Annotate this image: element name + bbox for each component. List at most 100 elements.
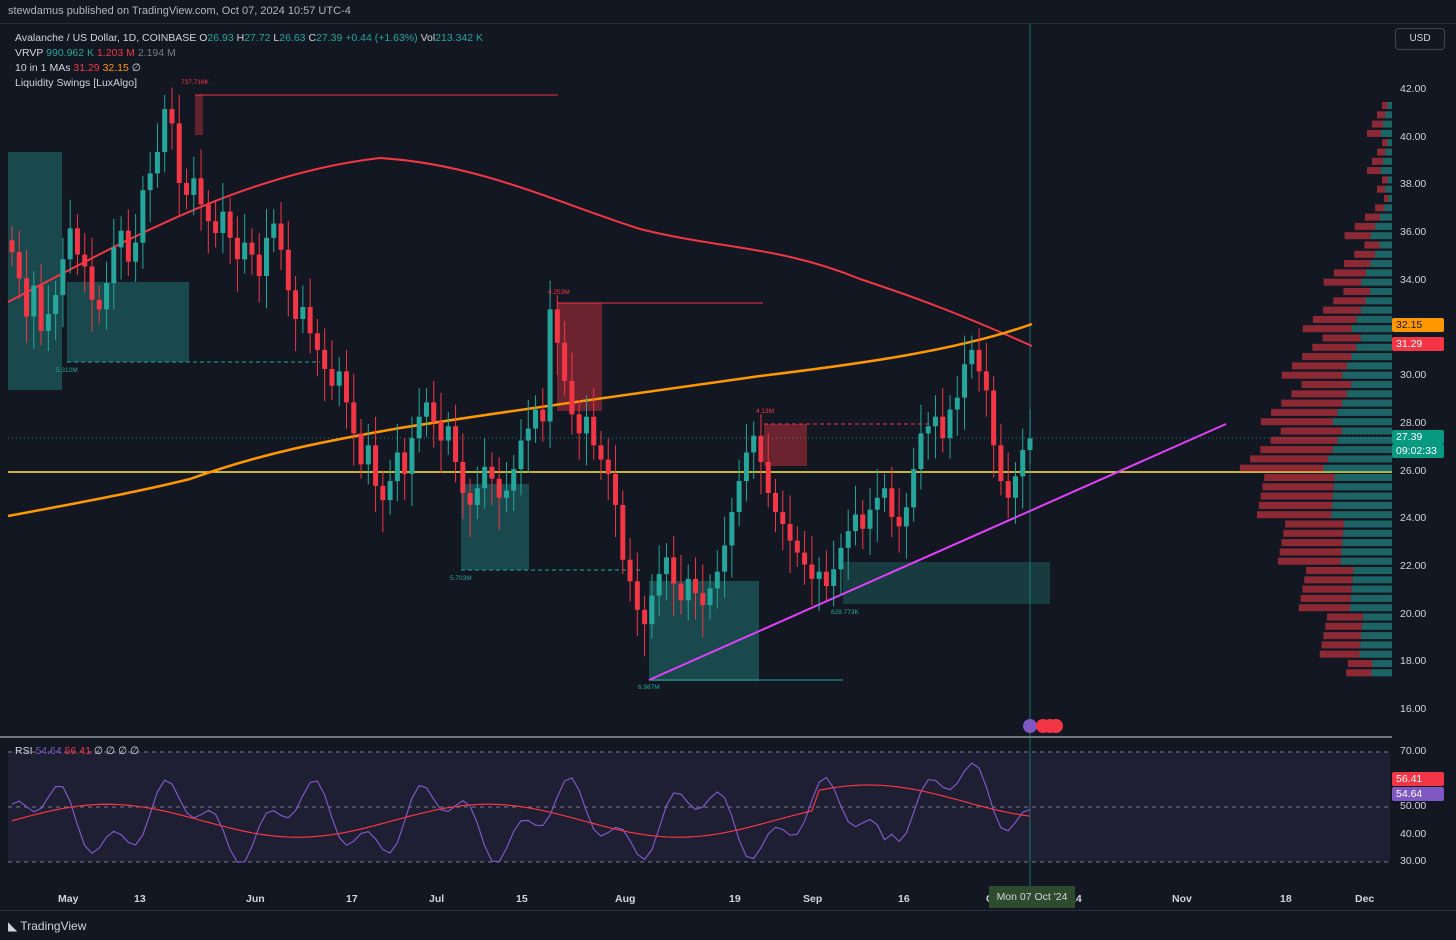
volume-profile-bar: [1291, 390, 1347, 398]
volume-profile-bar: [1365, 269, 1392, 277]
candle-body: [191, 178, 197, 195]
visibility-icon: ∅: [131, 62, 141, 74]
symbol-title[interactable]: Avalanche / US Dollar, 1D, COINBASE: [15, 32, 197, 44]
volume-profile-bar: [1281, 399, 1343, 407]
volume-profile-bar: [1370, 260, 1392, 268]
volume-profile-bar: [1377, 111, 1386, 119]
time-axis-label: May: [58, 893, 79, 905]
candle-body: [205, 204, 211, 222]
chart-area[interactable]: Avalanche / US Dollar, 1D, COINBASE O26.…: [0, 24, 1456, 910]
volume-profile-bar: [1352, 576, 1392, 584]
rsi-legend[interactable]: RSI 54.64 56.41 ∅ ∅ ∅ ∅: [15, 745, 140, 757]
candle-body: [765, 462, 771, 493]
volume-profile-bar: [1323, 306, 1361, 314]
candle-body: [460, 462, 466, 493]
volume-profile-bar: [1346, 362, 1392, 370]
volume-profile-bar: [1371, 669, 1392, 677]
volume-profile-bar: [1291, 362, 1347, 370]
candle-body: [264, 237, 269, 276]
volume-profile-bar: [1280, 427, 1342, 435]
lightning-icon: [1023, 719, 1037, 733]
candle-body: [496, 478, 502, 498]
candle-body: [125, 230, 131, 262]
volume-profile-bar: [1341, 427, 1392, 435]
volume-profile-bar: [1322, 334, 1361, 342]
candle-body: [867, 509, 873, 529]
tv-logo-icon: ◣: [8, 919, 18, 933]
flag-event-icon: [1049, 719, 1063, 733]
candle-body: [991, 390, 997, 446]
volume-profile-bar: [1285, 520, 1344, 528]
rsi-axis-label: 30.00: [1400, 855, 1427, 867]
candle-body: [642, 609, 648, 625]
candle-body: [140, 190, 146, 243]
volume-profile-bar: [1364, 241, 1380, 249]
volume-annotation: 5.703M: [450, 575, 472, 582]
chart-canvas[interactable]: [0, 24, 1456, 910]
candle-body: [314, 333, 320, 350]
volume-profile-bar: [1319, 650, 1360, 658]
candle-body: [351, 402, 357, 434]
candle-body: [329, 369, 335, 386]
ma-orange-line: [7, 322, 1033, 518]
change-value: +0.44 (+1.63%): [345, 32, 418, 44]
volume-profile-bar: [1351, 325, 1392, 333]
volume-profile-bar: [1239, 464, 1324, 472]
candle-body: [67, 228, 73, 260]
volume-profile-bar: [1270, 436, 1338, 444]
price-axis-label: 42.00: [1400, 83, 1427, 95]
ma-row[interactable]: 10 in 1 MAs 31.29 32.15 ∅: [15, 62, 141, 74]
volume-profile-bar: [1312, 315, 1357, 323]
vrvp-row[interactable]: VRVP 990.962 K 1.203 M 2.194 M: [15, 47, 176, 59]
volume-profile-bar: [1382, 176, 1388, 184]
liq-box-red: [195, 95, 203, 135]
liq-box-green: [843, 562, 1050, 604]
candle-body: [307, 307, 313, 334]
candle-body: [24, 278, 30, 317]
volume-profile-bar: [1321, 641, 1361, 649]
volume-profile-bar: [1264, 474, 1335, 481]
liq-box-green: [8, 152, 62, 390]
time-axis-label: 13: [134, 893, 146, 905]
candle-body: [722, 545, 728, 572]
volume-profile-bar: [1325, 622, 1362, 630]
rsi-axis-label: 70.00: [1400, 745, 1427, 757]
price-axis-label: 34.00: [1400, 273, 1427, 286]
candle-body: [438, 421, 444, 441]
currency-button[interactable]: USD: [1395, 28, 1445, 50]
candle-body: [845, 531, 851, 548]
candle-body: [242, 242, 248, 260]
candle-body: [104, 283, 110, 310]
candle-body: [343, 371, 349, 403]
candle-body: [300, 307, 306, 319]
candle-body: [802, 552, 808, 565]
candle-body: [962, 364, 968, 398]
volume-profile-bar: [1344, 232, 1371, 240]
volume-profile-bar: [1343, 529, 1392, 537]
candle-body: [882, 488, 888, 498]
volume-profile-bar: [1356, 343, 1392, 351]
candle-body: [831, 569, 837, 586]
volume-profile-bar: [1302, 353, 1352, 361]
candle-body: [540, 409, 546, 422]
candle-body: [634, 581, 640, 610]
candle-body: [1012, 476, 1018, 498]
crosshair-date-tag: Mon 07 Oct '24: [989, 886, 1075, 908]
candle-body: [591, 416, 597, 446]
volume-profile-bar: [1277, 557, 1341, 565]
candle-body: [605, 459, 611, 474]
volume-profile-bar: [1271, 408, 1338, 416]
volume-profile-bar: [1327, 613, 1363, 621]
tradingview-logo[interactable]: ◣ TradingView: [8, 919, 87, 933]
candle-body: [998, 445, 1004, 482]
volume-profile-bar: [1364, 213, 1380, 221]
volume-profile-bar: [1333, 297, 1366, 305]
candle-body: [234, 237, 240, 260]
symbol-row[interactable]: Avalanche / US Dollar, 1D, COINBASE O26.…: [15, 32, 484, 44]
candle-body: [118, 230, 124, 248]
time-axis-label: Nov: [1172, 893, 1192, 905]
candle-body: [96, 299, 102, 310]
open-value: 26.93: [207, 32, 234, 44]
liquidity-row[interactable]: Liquidity Swings [LuxAlgo]: [15, 77, 137, 89]
ma-red-price-tag: 31.29: [1392, 337, 1444, 351]
